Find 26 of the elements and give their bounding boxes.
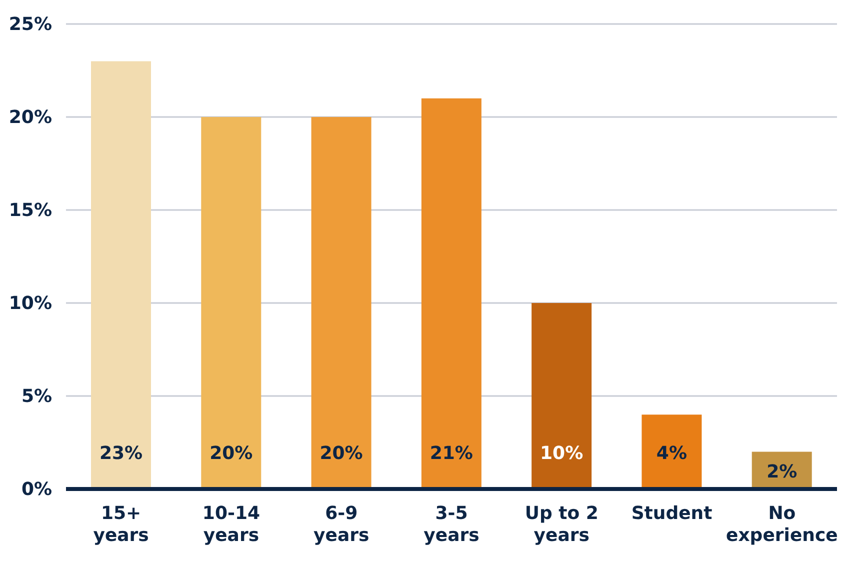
bar <box>642 414 702 489</box>
x-tick-label: No experience <box>726 503 838 546</box>
y-tick-label: 25% <box>8 14 52 35</box>
x-tick-label: 3-5 years <box>424 503 480 546</box>
x-tick-label: Student <box>631 503 713 524</box>
x-tick-label: 15+ years <box>93 503 149 546</box>
x-tick-label: Up to 2 years <box>524 503 598 546</box>
bar <box>532 303 592 489</box>
data-label: 21% <box>430 443 473 464</box>
data-label: 2% <box>766 461 798 482</box>
data-label: 4% <box>656 443 687 464</box>
bar <box>91 61 151 489</box>
y-tick-label: 15% <box>8 200 52 221</box>
bar <box>421 98 482 489</box>
bar <box>311 117 372 489</box>
y-tick-label: 20% <box>8 107 52 128</box>
y-tick-label: 10% <box>8 293 52 314</box>
data-label: 20% <box>320 443 363 464</box>
data-label: 20% <box>210 443 253 464</box>
data-label: 23% <box>99 443 143 464</box>
y-tick-label: 0% <box>21 479 52 500</box>
bar <box>201 117 262 489</box>
y-tick-label: 5% <box>21 386 52 407</box>
x-tick-label: 6-9 years <box>314 503 370 546</box>
x-tick-label: 10-14 years <box>202 503 260 546</box>
data-label: 10% <box>540 443 584 464</box>
